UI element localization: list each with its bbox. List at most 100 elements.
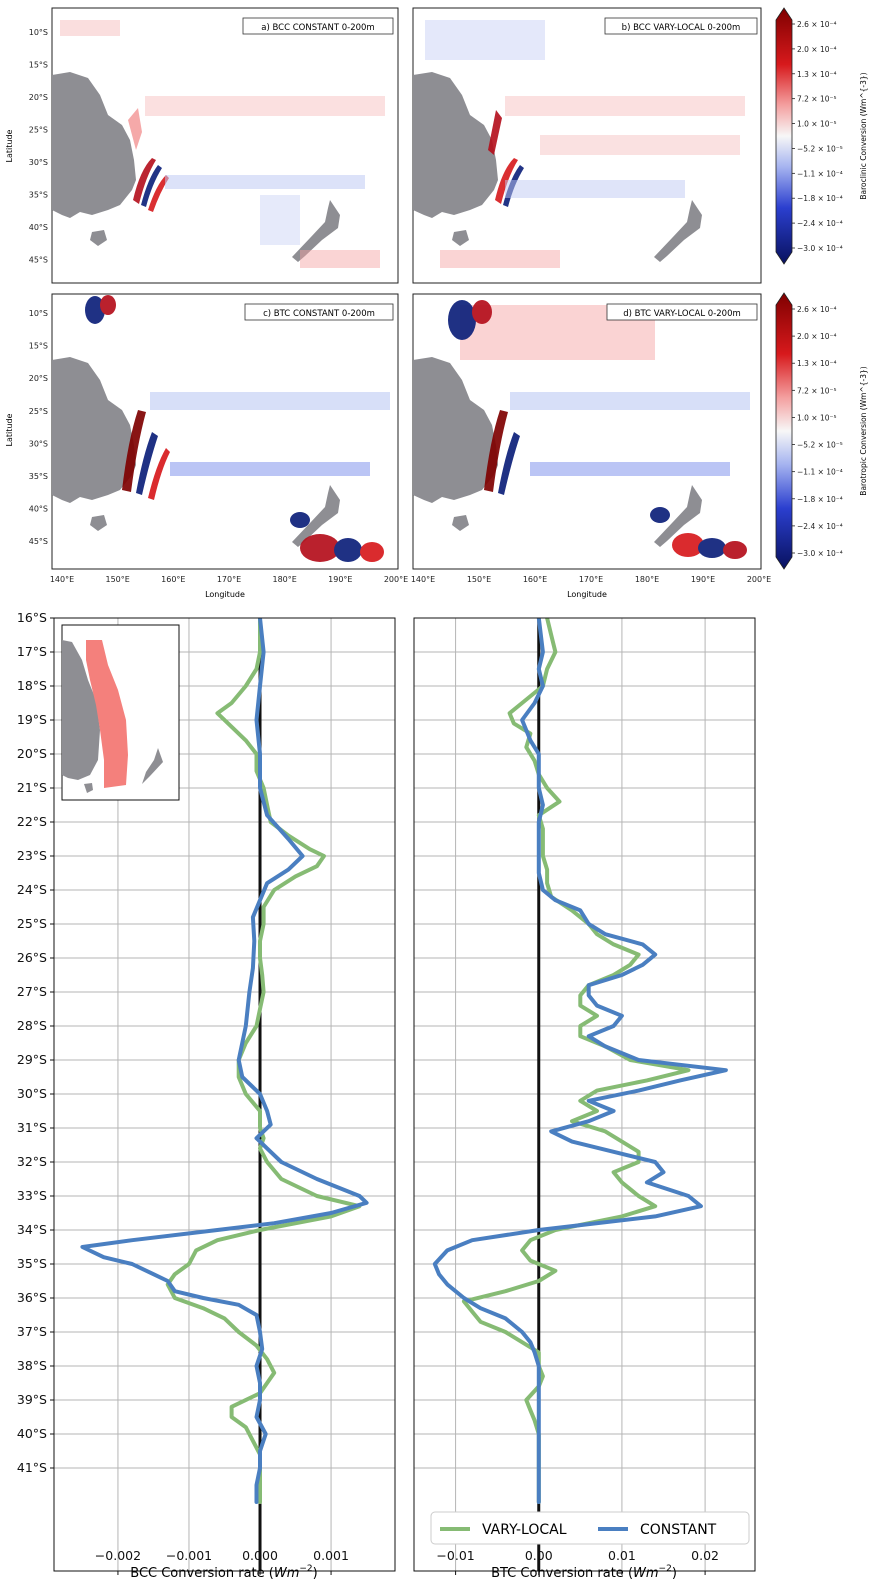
map-xlabel: Longitude (205, 590, 245, 599)
colorbar-tick-label: −1.8 × 10⁻⁴ (797, 194, 843, 203)
tasmania (84, 783, 93, 793)
new-zealand (654, 485, 702, 547)
australia-landmass (52, 72, 136, 218)
y-tick-label: 39°S (17, 1392, 47, 1407)
y-tick-label: 40°S (17, 1426, 47, 1441)
map-lat-tick-label: 35°S (29, 191, 48, 200)
series-line-constant (432, 618, 728, 1504)
colorbar-tick-label: −1.1 × 10⁻⁴ (797, 169, 843, 178)
y-tick-label: 20°S (17, 746, 47, 761)
latitude-tick-labels: 16°S 17°S 18°S 19°S 20°S 21°S 22°S 23°S 24°S 25°S… (17, 610, 54, 1475)
map-lat-tick-label: 40°S (29, 223, 48, 232)
profile-plot-bcc: 16°S 17°S 18°S 19°S 20°S 21°S 22°S 23°S 24°S 25°S… (17, 610, 396, 1580)
y-tick-label: 22°S (17, 814, 47, 829)
colorbar-tick-label: −2.4 × 10⁻⁴ (797, 219, 843, 228)
panel-label-box (604, 17, 758, 35)
x-tick-label: 0.00 (525, 1548, 553, 1563)
y-tick-label: 24°S (17, 882, 47, 897)
study-region (86, 640, 128, 788)
map-lon-tick-label: 200°E (384, 575, 408, 584)
map-lon-tick-label: 200°E (747, 575, 771, 584)
map-lat-tick-label: 30°S (29, 158, 48, 167)
map-latitude-ticks: 10°S 15°S 20°S 25°S 30°S 35°S 40°S 45°S 10°S 15°S… (29, 28, 48, 546)
map-lon-tick-label: 150°E (467, 575, 491, 584)
map-lat-tick-label: 45°S (29, 537, 48, 546)
y-tick-label: 33°S (17, 1188, 47, 1203)
series-line-vary-local (165, 618, 362, 1504)
conversion-pattern (85, 295, 390, 562)
y-tick-label: 17°S (17, 644, 47, 659)
conversion-pattern (448, 300, 750, 559)
colorbar-tick-label: 7.2 × 10⁻⁵ (797, 95, 837, 104)
map-panels: a) BCC CONSTANT 0-200m (5, 7, 868, 599)
tasmania (452, 230, 469, 246)
series-line-constant (80, 618, 369, 1504)
x-axis-label: BCC Conversion rate (Wm−2) (130, 1564, 318, 1580)
x-tick-label: 0.000 (242, 1548, 278, 1563)
colorbar-tick-label: 7.2 × 10⁻⁵ (797, 386, 837, 395)
map-panel-d: d) BTC VARY-LOCAL 0-200m (412, 293, 762, 570)
y-tick-label: 25°S (17, 916, 47, 931)
map-lon-tick-label: 180°E (273, 575, 297, 584)
map-lat-tick-label: 15°S (29, 61, 48, 70)
legend-label-vary-local: VARY-LOCAL (482, 1522, 567, 1538)
map-lon-tick-label: 170°E (579, 575, 603, 584)
panel-label-box (244, 303, 394, 321)
map-lon-tick-label: 180°E (635, 575, 659, 584)
colorbar-label: Barotropic Conversion (Wm^{-3}) (859, 366, 868, 495)
map-lon-tick-label: 140°E (50, 575, 74, 584)
new-zealand (654, 200, 702, 262)
map-lon-tick-label: 160°E (161, 575, 185, 584)
colorbar-tick-label: 2.6 × 10⁻⁴ (797, 305, 837, 314)
legend-frame (430, 1511, 750, 1545)
map-lon-tick-label: 160°E (523, 575, 547, 584)
y-tick-label: 18°S (17, 678, 47, 693)
panel-label: b) BCC VARY-LOCAL 0-200m (622, 23, 741, 33)
map-longitude-ticks: 140°E 150°E 160°E 170°E 180°E 190°E 200°E 140°E… (50, 575, 771, 584)
y-tick-label: 32°S (17, 1154, 47, 1169)
x-tick-label: −0.001 (166, 1548, 212, 1563)
colorbar-tick-label: 1.3 × 10⁻⁴ (797, 359, 837, 368)
legend: VARY-LOCAL CONSTANT (430, 1511, 750, 1545)
colorbar-body (775, 7, 793, 265)
map-panel-c: c) BTC CONSTANT 0-200m (51, 293, 399, 570)
x-tick-label: 0.01 (608, 1548, 636, 1563)
y-tick-label: 21°S (17, 780, 47, 795)
map-lat-tick-label: 35°S (29, 472, 48, 481)
grid (54, 617, 395, 1571)
colorbar-body (775, 292, 793, 570)
map-lat-tick-label: 20°S (29, 93, 48, 102)
inset-region-map (61, 624, 180, 801)
colorbar-ticks: 2.6 × 10⁻⁴ 2.0 × 10⁻⁴ 1.3 × 10⁻⁴ 7.2 × 10⁻⁵… (792, 305, 843, 558)
map-lat-tick-label: 15°S (29, 342, 48, 351)
y-tick-label: 35°S (17, 1256, 47, 1271)
colorbar-tick-label: 2.0 × 10⁻⁴ (797, 332, 837, 341)
map-lon-tick-label: 190°E (328, 575, 352, 584)
map-xlabel: Longitude (567, 590, 607, 599)
tasmania (90, 230, 107, 246)
x-tick-labels: −0.01 0.00 0.01 0.02 (436, 1548, 719, 1575)
panel-label-box (242, 17, 394, 35)
y-tick-label: 28°S (17, 1018, 47, 1033)
colorbar-tick-label: 2.6 × 10⁻⁴ (797, 20, 837, 29)
y-tick-label: 38°S (17, 1358, 47, 1373)
panel-label: d) BTC VARY-LOCAL 0-200m (623, 309, 741, 319)
map-panel-b: b) BCC VARY-LOCAL 0-200m (412, 7, 762, 284)
colorbar-tick-label: −1.1 × 10⁻⁴ (797, 468, 843, 477)
panel-label: c) BTC CONSTANT 0-200m (263, 309, 375, 319)
map-lat-tick-label: 25°S (29, 126, 48, 135)
colorbar-tick-label: −3.0 × 10⁻⁴ (797, 244, 843, 253)
x-axis-label: BTC Conversion rate (Wm−2) (491, 1564, 677, 1580)
map-lat-tick-label: 10°S (29, 28, 48, 37)
y-tick-label: 23°S (17, 848, 47, 863)
colorbar-tick-label: −1.8 × 10⁻⁴ (797, 495, 843, 504)
colorbar-tick-label: 2.0 × 10⁻⁴ (797, 45, 837, 54)
map-lat-tick-label: 45°S (29, 256, 48, 265)
x-tick-label: 0.02 (691, 1548, 719, 1563)
x-tick-label: 0.001 (313, 1548, 349, 1563)
y-tick-label: 41°S (17, 1460, 47, 1475)
map-lon-tick-label: 150°E (106, 575, 130, 584)
profile-plot-btc: −0.01 0.00 0.01 0.02 BTC Conversion rate (W… (413, 617, 756, 1580)
panel-label: a) BCC CONSTANT 0-200m (261, 23, 374, 33)
